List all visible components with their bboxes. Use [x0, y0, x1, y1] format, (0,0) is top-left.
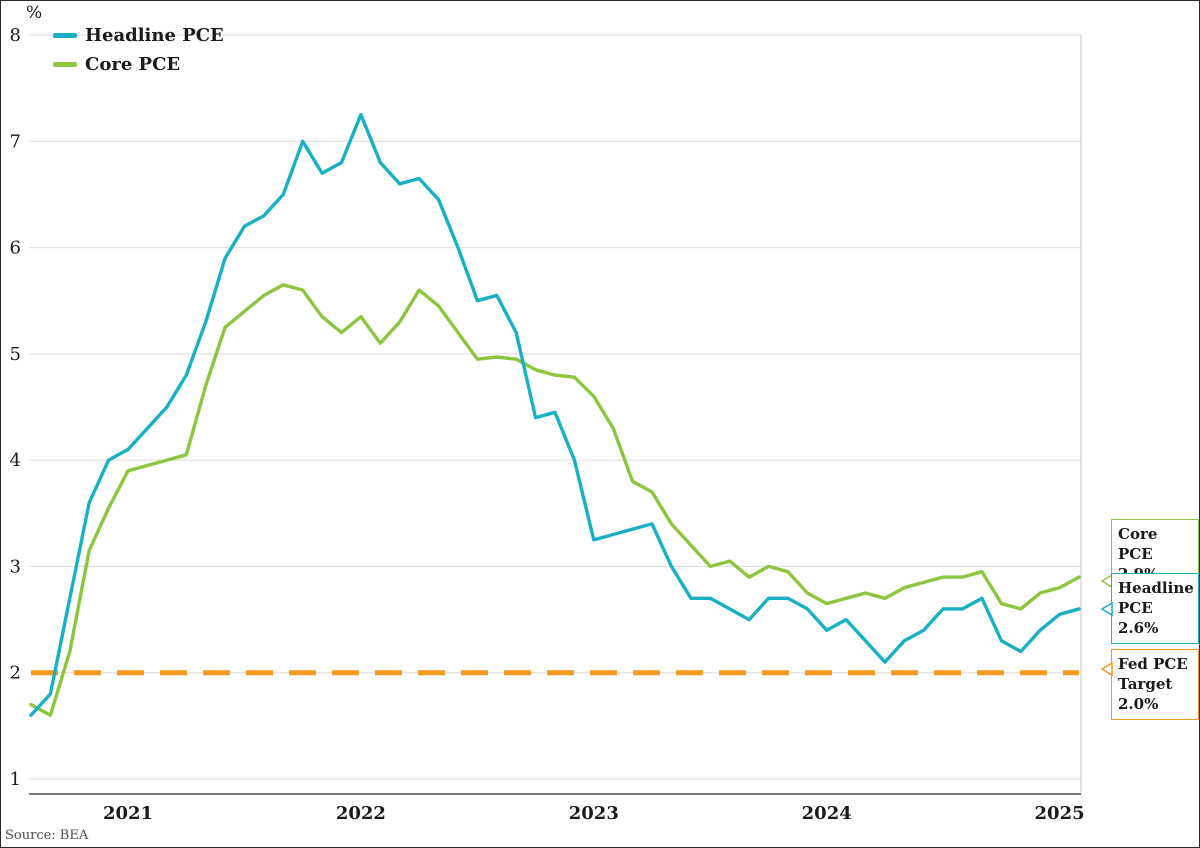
callout-headline-pce: Headline PCE 2.6%	[1100, 573, 1199, 645]
svg-text:1: 1	[10, 769, 21, 790]
y-axis-unit-label: %	[26, 3, 43, 23]
legend-item-core-pce: Core PCE	[53, 54, 224, 75]
callout-label: Fed PCE Target	[1118, 655, 1188, 693]
legend: Headline PCE Core PCE	[53, 25, 224, 83]
callout-fed-pce-target: Fed PCE Target 2.0%	[1100, 649, 1199, 721]
svg-text:2: 2	[10, 663, 21, 684]
svg-text:2021: 2021	[103, 803, 153, 824]
core-pce-line-swatch	[53, 62, 77, 67]
source-note: Source: BEA	[5, 828, 89, 843]
callout-value: 2.6%	[1118, 618, 1159, 637]
legend-item-headline-pce: Headline PCE	[53, 25, 224, 46]
legend-label-core-pce: Core PCE	[85, 54, 181, 75]
svg-text:2025: 2025	[1035, 803, 1085, 824]
svg-text:7: 7	[10, 131, 21, 152]
svg-text:5: 5	[10, 344, 21, 365]
svg-text:8: 8	[10, 25, 21, 46]
callout-label: Core PCE	[1118, 525, 1158, 563]
svg-text:2024: 2024	[802, 803, 852, 824]
headline-pce-line-swatch	[53, 33, 77, 38]
svg-text:4: 4	[10, 450, 21, 471]
svg-text:3: 3	[10, 556, 21, 577]
legend-label-headline-pce: Headline PCE	[85, 25, 224, 46]
svg-text:2023: 2023	[569, 803, 619, 824]
svg-text:6: 6	[10, 238, 21, 259]
callout-label: Headline PCE	[1118, 579, 1194, 617]
callout-value: 2.0%	[1118, 694, 1159, 713]
callout-pointer-icon	[1100, 661, 1113, 677]
callout-pointer-icon	[1100, 601, 1113, 617]
svg-text:2022: 2022	[336, 803, 386, 824]
